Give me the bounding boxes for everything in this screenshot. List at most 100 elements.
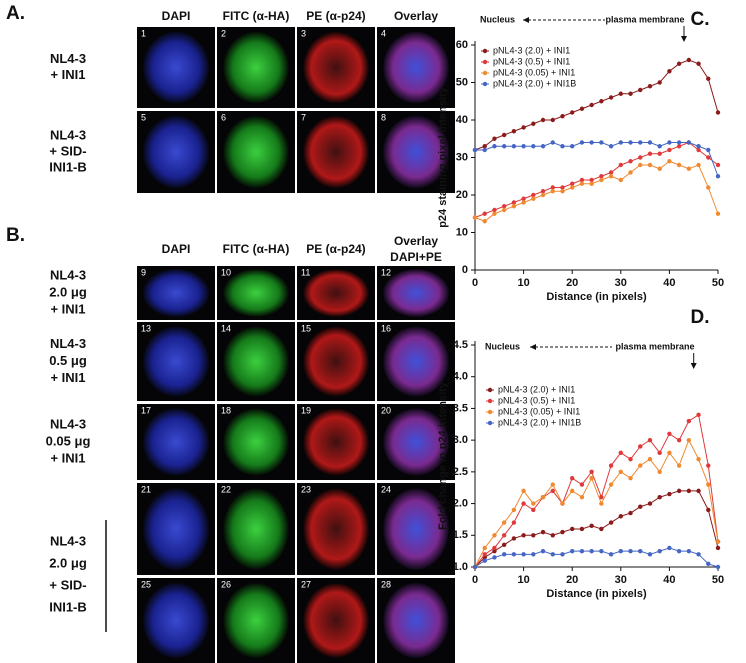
data-point	[706, 561, 711, 567]
x-axis-title: Distance (in pixels)	[546, 291, 647, 303]
legend-marker	[482, 48, 488, 54]
data-point	[560, 144, 565, 149]
data-point	[676, 61, 682, 66]
data-point	[550, 552, 555, 557]
data-point	[638, 548, 643, 554]
image-number: 4	[381, 28, 386, 38]
data-point	[667, 69, 672, 74]
annotation-arrowhead	[530, 344, 536, 350]
data-point	[657, 144, 662, 149]
data-point	[501, 533, 507, 538]
data-point	[715, 545, 721, 551]
data-point	[482, 144, 487, 149]
data-point	[570, 110, 575, 115]
annotation: Nucleus	[485, 341, 520, 351]
data-point	[599, 174, 604, 179]
image-number: 12	[381, 267, 391, 277]
y-tick-label: 2.5	[453, 466, 468, 478]
data-point	[628, 140, 633, 145]
row-label: + INI1	[50, 301, 85, 316]
data-point	[511, 507, 517, 513]
data-point	[599, 99, 604, 104]
cell	[303, 488, 369, 570]
data-point	[657, 80, 662, 85]
row-label: NL4-3	[50, 533, 86, 548]
data-point	[628, 548, 633, 554]
image-number: 24	[381, 484, 391, 494]
data-point	[589, 181, 594, 186]
cell	[223, 408, 289, 476]
y-axis-title: p24 staining pixel intensity	[437, 86, 449, 227]
data-point	[638, 162, 643, 168]
image-number: 26	[221, 579, 231, 589]
x-tick-label: 40	[663, 277, 675, 289]
data-point	[540, 529, 546, 535]
data-point	[531, 144, 536, 149]
data-point	[676, 463, 682, 468]
data-point	[715, 162, 721, 168]
data-point	[531, 507, 536, 513]
cell	[143, 326, 209, 397]
y-tick-label: 30	[456, 151, 468, 163]
data-point	[589, 177, 594, 183]
data-point	[482, 211, 487, 216]
data-point	[531, 552, 536, 557]
data-point	[715, 110, 721, 115]
data-point	[676, 162, 682, 168]
data-point	[618, 91, 623, 96]
data-point	[501, 132, 507, 138]
column-header: PE (α-p24)	[306, 242, 365, 256]
data-point	[676, 548, 682, 554]
data-point	[492, 555, 497, 560]
data-point	[511, 200, 517, 205]
row-label: 2.0 μg	[49, 284, 87, 299]
data-point	[492, 545, 497, 551]
series-line	[475, 141, 719, 177]
annotation: Nucleus	[480, 14, 515, 24]
image-number: 5	[141, 112, 146, 122]
data-point	[589, 523, 594, 528]
data-point	[550, 140, 555, 145]
image-number: 8	[381, 112, 386, 122]
data-point	[696, 162, 701, 168]
column-header: DAPI+PE	[390, 250, 442, 264]
data-point	[540, 117, 546, 123]
data-point	[472, 215, 478, 220]
annotation-arrowhead	[690, 363, 697, 369]
y-tick-label: 60	[456, 39, 468, 51]
cell	[143, 408, 209, 476]
data-point	[599, 140, 604, 145]
cell	[383, 115, 449, 189]
data-point	[628, 91, 633, 96]
data-point	[608, 482, 614, 487]
data-point	[540, 495, 546, 500]
data-point	[667, 491, 672, 497]
annotation-arrowhead	[680, 36, 687, 42]
data-point	[696, 456, 701, 462]
data-point	[686, 140, 692, 145]
cell	[303, 269, 369, 317]
row-label: 0.5 μg	[49, 353, 87, 368]
data-point	[560, 114, 565, 119]
data-point	[618, 177, 623, 183]
data-point	[550, 185, 555, 190]
image-number: 3	[301, 28, 306, 38]
y-tick-label: 4.0	[453, 371, 468, 383]
data-point	[667, 147, 672, 153]
data-point	[589, 469, 594, 475]
data-point	[599, 501, 604, 506]
data-point	[647, 552, 653, 557]
data-point	[618, 514, 623, 519]
panel-letter: A.	[6, 3, 25, 24]
data-point	[647, 162, 653, 168]
data-point	[540, 548, 546, 554]
data-point	[589, 476, 594, 481]
panel-letter: D.	[691, 307, 710, 328]
column-header: PE (α-p24)	[306, 9, 365, 23]
data-point	[638, 87, 643, 93]
image-number: 1	[141, 28, 146, 38]
data-point	[521, 196, 526, 201]
legend-label: pNL4-3 (2.0) + INI1B	[493, 78, 576, 88]
row-label: NL4-3	[50, 51, 86, 66]
image-number: 6	[221, 112, 226, 122]
